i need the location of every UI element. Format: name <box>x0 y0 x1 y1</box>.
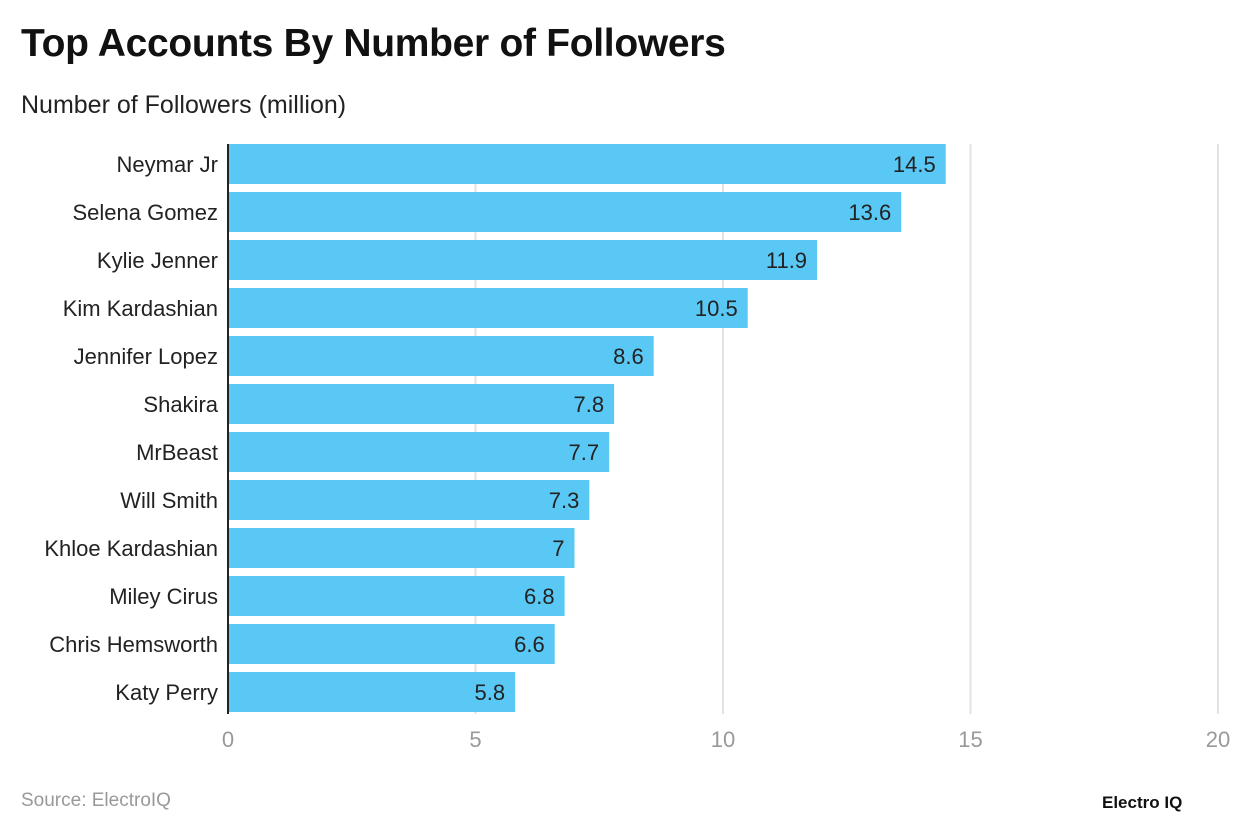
bar <box>228 624 555 664</box>
data-label: 6.8 <box>524 584 555 609</box>
data-label: 7 <box>552 536 564 561</box>
category-label: Neymar Jr <box>117 152 218 177</box>
category-label: Chris Hemsworth <box>49 632 218 657</box>
category-label: Kim Kardashian <box>63 296 218 321</box>
data-label: 10.5 <box>695 296 738 321</box>
category-label: Will Smith <box>120 488 218 513</box>
bar <box>228 288 748 328</box>
category-label: Shakira <box>143 392 218 417</box>
data-label: 6.6 <box>514 632 545 657</box>
category-label: Miley Cirus <box>109 584 218 609</box>
source-note: Source: ElectroIQ <box>21 790 171 811</box>
chart-subtitle: Number of Followers (million) <box>21 91 347 119</box>
bar <box>228 672 516 712</box>
chart-title: Top Accounts By Number of Followers <box>21 22 726 65</box>
data-label: 5.8 <box>475 680 506 705</box>
bar <box>228 240 818 280</box>
category-label: MrBeast <box>136 440 218 465</box>
category-label: Khloe Kardashian <box>44 536 218 561</box>
bar <box>228 192 902 232</box>
data-label: 14.5 <box>893 152 936 177</box>
category-label: Katy Perry <box>115 680 218 705</box>
x-tick-label: 5 <box>469 727 481 752</box>
bar <box>228 336 654 376</box>
category-label: Selena Gomez <box>72 200 218 225</box>
x-tick-label: 0 <box>222 727 234 752</box>
x-tick-label: 15 <box>958 727 982 752</box>
brand-logo: Electro IQ <box>1102 793 1183 812</box>
x-tick-label: 10 <box>711 727 735 752</box>
category-label: Jennifer Lopez <box>74 344 218 369</box>
bar <box>228 480 590 520</box>
bar <box>228 144 946 184</box>
bar <box>228 576 565 616</box>
category-label: Kylie Jenner <box>97 248 218 273</box>
data-label: 13.6 <box>848 200 891 225</box>
bar <box>228 528 575 568</box>
data-label: 7.3 <box>549 488 580 513</box>
data-label: 7.8 <box>574 392 605 417</box>
data-label: 8.6 <box>613 344 644 369</box>
bar <box>228 432 610 472</box>
data-label: 11.9 <box>766 248 807 273</box>
x-tick-label: 20 <box>1206 727 1230 752</box>
data-label: 7.7 <box>569 440 600 465</box>
bar <box>228 384 615 424</box>
